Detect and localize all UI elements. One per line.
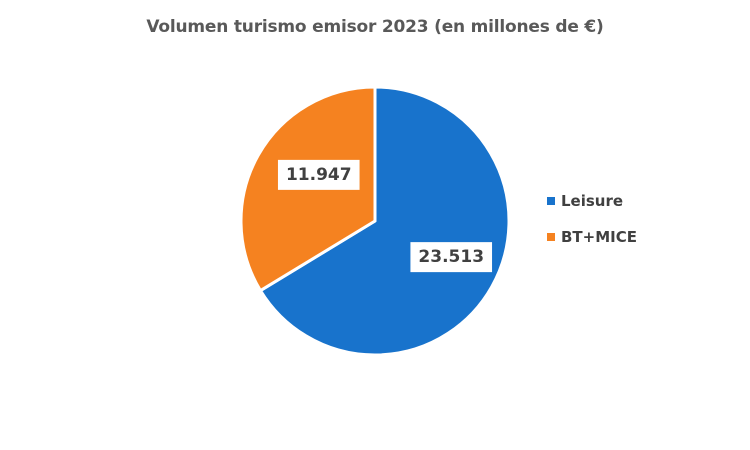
data-label-text-bt-mice: 11.947 — [286, 165, 352, 185]
data-label-box-leisure — [410, 242, 493, 273]
legend-item-leisure: Leisure — [547, 190, 637, 212]
legend-item-bt-mice: BT+MICE — [547, 226, 637, 248]
data-label-bt-mice: 11.947 — [277, 159, 360, 190]
legend-label-bt-mice: BT+MICE — [561, 228, 637, 246]
data-label-box-bt-mice — [277, 159, 360, 190]
legend-label-leisure: Leisure — [561, 192, 624, 210]
data-label-leisure: 23.513 — [410, 242, 493, 273]
data-label-text-leisure: 23.513 — [418, 247, 484, 267]
chart-legend: Leisure BT+MICE — [547, 190, 637, 262]
pie-slice-leisure — [258, 85, 511, 357]
legend-swatch-bt-mice — [547, 233, 555, 241]
legend-swatch-leisure — [547, 197, 555, 205]
chart-title: Volumen turismo emisor 2023 (en millones… — [146, 17, 604, 37]
